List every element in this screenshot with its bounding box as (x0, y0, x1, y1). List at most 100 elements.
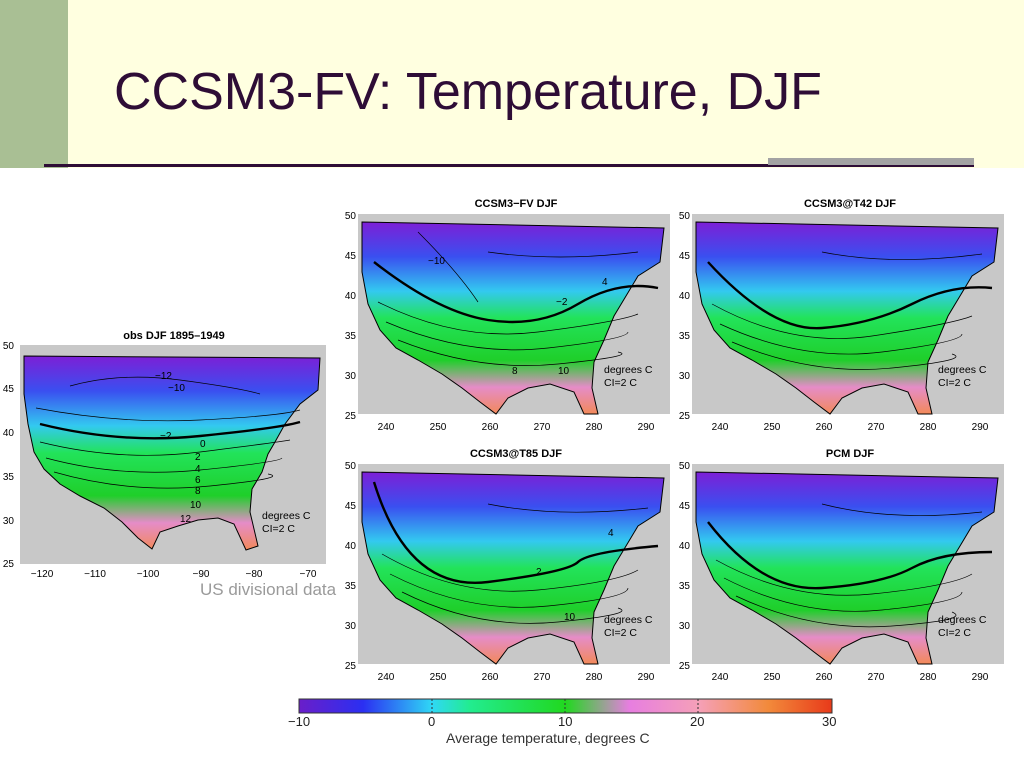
panel-title: PCM DJF (826, 448, 875, 460)
y-tick: 40 (345, 291, 357, 302)
interval-note: CI=2 C (604, 627, 637, 639)
y-tick: 30 (345, 621, 357, 632)
y-tick: 40 (679, 291, 691, 302)
units-note: degrees C (938, 364, 987, 376)
y-tick: 25 (679, 411, 691, 422)
x-tick: 280 (920, 672, 937, 683)
contour-label: 6 (195, 475, 201, 486)
x-tick: 250 (764, 672, 781, 683)
contour-line (45, 457, 283, 473)
x-tick: 260 (816, 672, 833, 683)
map-obs-svg: obs DJF 1895–1949 50 45 40 35 30 25 −120… (3, 330, 326, 580)
contour-label: 10 (558, 366, 570, 377)
contour-label: 8 (512, 366, 518, 377)
y-tick: 50 (345, 461, 357, 472)
x-tick: 270 (868, 672, 885, 683)
slide-title: CCSM3-FV: Temperature, DJF (114, 63, 822, 121)
y-tick: 30 (679, 621, 691, 632)
y-tick: 35 (679, 581, 691, 592)
x-tick: 250 (430, 672, 447, 683)
units-note: degrees C (604, 364, 653, 376)
x-tick: 240 (712, 422, 729, 433)
map-panel-pcm: PCM DJF 50 45 40 35 30 25 240 250 260 27… (672, 442, 1008, 688)
y-tick: 35 (345, 581, 357, 592)
x-tick: 250 (430, 422, 447, 433)
contour-label: 10 (564, 612, 576, 623)
contour-zero (373, 261, 659, 324)
title-underline (44, 164, 974, 167)
contour-label: 12 (180, 514, 192, 525)
y-tick: 50 (679, 461, 691, 472)
contour-line (719, 323, 963, 355)
contour-zero (372, 481, 659, 585)
contour-line (401, 591, 623, 624)
land-mask-t85 (361, 471, 665, 665)
y-tick: 40 (345, 541, 357, 552)
x-tick: 270 (534, 672, 551, 683)
units-note: degrees C (604, 614, 653, 626)
y-tick: 40 (679, 541, 691, 552)
y-tick: 45 (679, 501, 691, 512)
x-tick: −110 (84, 569, 106, 580)
x-tick: 260 (482, 422, 499, 433)
x-tick: 250 (764, 422, 781, 433)
colorbar-tick-label: 30 (822, 714, 837, 729)
contour-line (711, 303, 973, 339)
contour-label: 4 (195, 464, 201, 475)
x-tick: −120 (31, 569, 54, 580)
contour-label: 0 (200, 439, 206, 450)
map-t42-svg: CCSM3@T42 DJF 50 45 40 35 30 25 240 250 … (679, 198, 1004, 433)
colorbar-tick-label: −10 (288, 714, 311, 729)
land-mask-fv (361, 221, 665, 415)
contour-line (723, 577, 963, 612)
y-tick: 35 (345, 331, 357, 342)
map-t85-svg: CCSM3@T85 DJF 50 45 40 35 30 25 240 250 … (345, 448, 670, 683)
contour-label: −2 (160, 431, 172, 442)
contour-label: 2 (195, 452, 201, 463)
x-tick: −80 (246, 569, 263, 580)
contour-label: −10 (428, 256, 445, 267)
land-mask-t42 (695, 221, 999, 415)
units-note: degrees C (262, 510, 311, 522)
contour-line (385, 321, 629, 351)
slide-header-background (0, 0, 1024, 168)
y-tick: 30 (345, 371, 357, 382)
y-tick: 25 (345, 411, 357, 422)
y-tick: 25 (3, 559, 15, 570)
y-tick: 45 (679, 251, 691, 262)
contour-label: −10 (168, 383, 185, 394)
contour-line (389, 573, 629, 608)
y-tick: 25 (345, 661, 357, 672)
y-tick: 40 (3, 428, 15, 439)
y-tick: 45 (345, 501, 357, 512)
contour-line (821, 251, 983, 260)
panel-title: CCSM3@T85 DJF (470, 448, 562, 460)
contour-line (381, 553, 639, 592)
colorbar-tick-label: 20 (690, 714, 705, 729)
colorbar (298, 698, 833, 714)
interval-note: CI=2 C (262, 523, 295, 535)
y-tick: 50 (345, 211, 357, 222)
contour-zero (707, 261, 993, 330)
y-tick: 50 (3, 341, 15, 352)
y-tick: 50 (679, 211, 691, 222)
y-tick: 35 (679, 331, 691, 342)
contour-label: 8 (195, 486, 201, 497)
colorbar-gradient (298, 698, 833, 714)
units-note: degrees C (938, 614, 987, 626)
x-tick: 280 (586, 422, 603, 433)
contour-label: 2 (536, 567, 542, 578)
contour-line (53, 471, 274, 489)
contour-label: 4 (608, 528, 614, 539)
y-tick: 25 (679, 661, 691, 672)
x-tick: 260 (482, 672, 499, 683)
contour-label: 4 (602, 277, 608, 288)
x-tick: −100 (137, 569, 160, 580)
map-panel-obs: obs DJF 1895–1949 50 45 40 35 30 25 −120… (0, 324, 340, 580)
panel-title: CCSM3@T42 DJF (804, 198, 896, 210)
contour-label: −12 (155, 371, 172, 382)
interval-note: CI=2 C (938, 627, 971, 639)
panel-title: CCSM3−FV DJF (475, 198, 558, 210)
colorbar-tick-label: 10 (558, 714, 573, 729)
contour-line (417, 231, 479, 303)
